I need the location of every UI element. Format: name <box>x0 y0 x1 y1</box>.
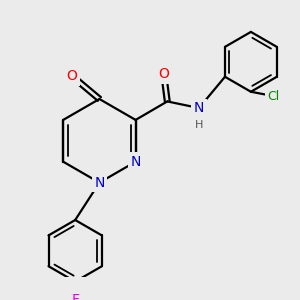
Text: F: F <box>71 293 79 300</box>
Text: N: N <box>130 155 141 169</box>
Text: H: H <box>195 120 203 130</box>
Text: N: N <box>194 101 204 115</box>
Text: O: O <box>67 69 77 83</box>
Text: O: O <box>158 67 169 81</box>
Text: Cl: Cl <box>268 90 280 103</box>
Text: N: N <box>94 176 105 190</box>
